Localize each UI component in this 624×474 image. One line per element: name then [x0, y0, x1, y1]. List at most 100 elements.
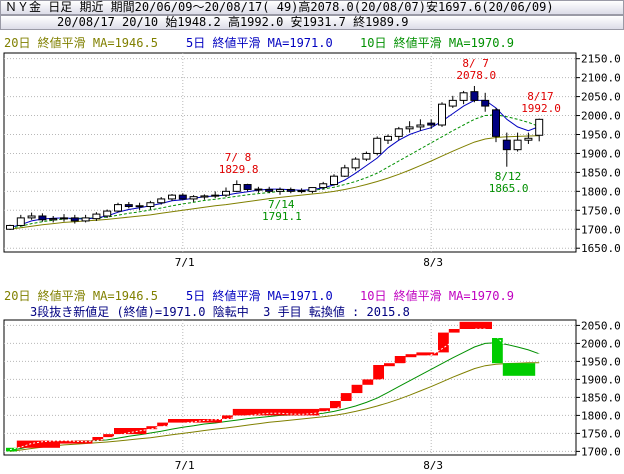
header-summary: ＮＹ金 日足 期近 期間20/06/09～20/08/17( 49)高2078.…: [0, 0, 624, 15]
bottom-x-tick-label: 7/1: [175, 459, 195, 472]
top-y-tick-label: 1800.0: [581, 185, 621, 198]
kagi-brick: [168, 419, 222, 423]
candle-body: [438, 103, 446, 126]
candle-body: [319, 183, 328, 189]
candle-body: [384, 135, 392, 141]
kagi-brick: [340, 393, 352, 401]
candle-body: [373, 137, 382, 154]
kagi-brick: [60, 440, 93, 444]
legend-ma5: 5日 終値平滑 MA=1971.0: [186, 36, 333, 50]
candle-body: [6, 224, 14, 230]
top-y-tick-label: 1650.0: [581, 242, 621, 255]
kagi-brick: [319, 408, 330, 412]
kagi-brick: [92, 437, 104, 441]
legend-ma10: 10日 終値平滑 MA=1970.9: [360, 36, 514, 50]
candle-body: [81, 217, 90, 222]
top-y-tick-label: 1700.0: [581, 223, 621, 236]
kagi-brick: [232, 408, 320, 416]
bottom-y-tick-label: 1850.0: [581, 391, 621, 404]
top-y-tick-label: 2100.0: [581, 72, 621, 85]
candle-body: [448, 99, 457, 107]
kagi-brick: [373, 365, 384, 380]
candle-body: [135, 205, 144, 208]
annotation-high-value: 2078.0: [456, 68, 497, 82]
bottom-x-tick-label: 8/3: [423, 459, 443, 472]
kagi-brick: [330, 401, 341, 409]
candle-body: [27, 215, 36, 219]
top-y-tick-label: 1950.0: [581, 128, 621, 141]
candle-body: [49, 218, 58, 221]
kagi-brick: [502, 363, 536, 376]
kagi-brick: [146, 426, 158, 430]
candle-body: [340, 167, 349, 177]
candle-body: [524, 137, 533, 141]
candle-body: [16, 217, 25, 226]
candle-body: [470, 91, 479, 101]
kagi-brick: [16, 440, 60, 448]
legend2-ma10: 10日 終値平滑 MA=1970.9: [360, 289, 514, 303]
legend-ma20: 20日 終値平滑 MA=1946.5: [4, 36, 158, 50]
candle-body: [481, 99, 490, 107]
top-y-tick-label: 1900.0: [581, 147, 621, 160]
bottom-y-tick-label: 2050.0: [581, 319, 621, 332]
candle-body: [459, 92, 468, 101]
kagi-brick: [438, 332, 449, 353]
bottom-y-tick-label: 2000.0: [581, 337, 621, 350]
candle-body: [265, 188, 274, 192]
kagi-brick: [114, 428, 147, 435]
kagi-brick: [103, 434, 114, 438]
candle-body: [124, 204, 133, 208]
top-y-tick-label: 2000.0: [581, 110, 621, 123]
candle-body: [243, 184, 252, 190]
top-y-tick-label: 2150.0: [581, 53, 621, 66]
annotation-low-value: 1865.0: [488, 181, 529, 195]
top-x-tick-label: 7/1: [175, 256, 195, 269]
annotation-high-label: 8/ 7: [462, 56, 489, 70]
bottom-y-tick-label: 1950.0: [581, 355, 621, 368]
candle-body: [535, 118, 544, 136]
candle-body: [513, 139, 522, 151]
candle-body: [103, 210, 112, 217]
candle-body: [92, 213, 101, 220]
top-x-tick-label: 8/3: [423, 256, 443, 269]
candle-body: [200, 195, 209, 198]
candle-body: [211, 194, 220, 197]
candle-body: [222, 190, 230, 196]
header-last-bar: 20/08/17 20/10 始1948.2 高1992.0 安1931.7 終…: [0, 15, 624, 30]
bottom-y-tick-label: 1700.0: [581, 445, 621, 458]
candle-body: [351, 158, 360, 169]
ma10-line: [9, 114, 540, 229]
candle-body: [405, 126, 414, 130]
candle-body: [416, 124, 425, 128]
annotation-high-value: 1992.0: [521, 101, 561, 115]
candle-body: [308, 187, 317, 192]
annotation-low-label: 8/12: [494, 169, 522, 183]
kagi-brick: [157, 422, 168, 427]
candle-body: [286, 188, 295, 192]
candle-body: [157, 198, 166, 204]
kagi-brick: [416, 352, 438, 356]
bottom-y-tick-label: 1900.0: [581, 373, 621, 386]
bottom-y-tick-label: 1750.0: [581, 427, 621, 440]
kagi-brick: [405, 354, 417, 358]
candle-body: [178, 194, 187, 200]
candle-body: [297, 190, 306, 193]
candle-body: [60, 217, 68, 220]
candle-body: [189, 196, 198, 200]
annotation-high-label: 7/ 8: [224, 151, 252, 165]
legend2-ma5: 5日 終値平滑 MA=1971.0: [186, 289, 333, 303]
candle-body: [394, 128, 403, 137]
candle-body: [254, 188, 263, 191]
ma20-line: [9, 135, 540, 230]
kagi-ma5-line: [9, 328, 540, 451]
annotation-low-label: 7/14: [268, 197, 295, 211]
candle-body: [146, 202, 155, 208]
candle-body: [70, 217, 79, 222]
candle-body: [168, 194, 176, 200]
annotation-high-label: 8/17: [527, 89, 554, 103]
kagi-status: 3段抜き新値足 (終値)=1971.0 陰転中 3 手目 転換値 : 2015.…: [30, 305, 410, 319]
bottom-y-tick-label: 1800.0: [581, 409, 621, 422]
annotation-high-value: 1829.8: [218, 163, 259, 177]
